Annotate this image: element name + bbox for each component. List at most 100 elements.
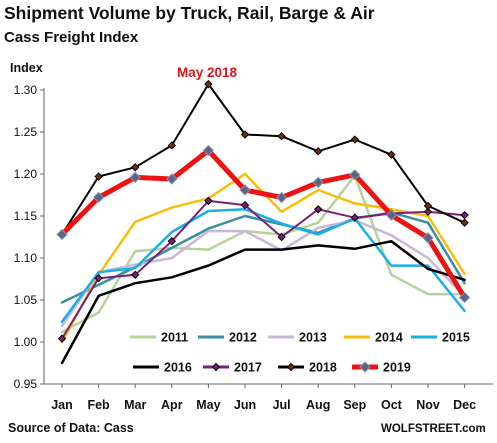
line-2012: [60, 211, 466, 304]
series-2018: [57, 79, 469, 239]
chart-subtitle: Cass Freight Index: [4, 29, 139, 46]
marker-2018: [240, 130, 250, 139]
y-tick-label: 1.25: [14, 125, 38, 139]
x-tick-label: Jan: [51, 398, 73, 412]
y-tick-label: 1.05: [14, 293, 38, 307]
x-tick-label: Sep: [343, 398, 366, 412]
marker-2018: [130, 163, 140, 172]
marker-2019: [239, 184, 251, 196]
marker-2017: [204, 196, 213, 206]
brand-watermark: WOLFSTREET.com: [381, 423, 486, 435]
y-tick-label: 0.95: [14, 377, 38, 391]
series-2014: [60, 172, 466, 344]
marker-2017: [130, 270, 140, 280]
x-tick-label: Mar: [124, 398, 146, 412]
marker-2018: [286, 362, 296, 372]
marker-2018: [204, 79, 213, 89]
line-2019: [59, 148, 468, 300]
marker-2019: [385, 209, 398, 221]
x-tick-label: Jun: [234, 398, 256, 412]
legend-item-2015: 2015: [411, 331, 470, 345]
series-2011: [60, 174, 466, 334]
marker-2017: [350, 213, 360, 222]
legend-label-2017: 2017: [234, 361, 262, 375]
line-2014: [60, 172, 466, 344]
x-tick-label: Feb: [87, 398, 110, 412]
chart-legend: 2011 2012 2013 2014 2015 2016 2017 2018 2019: [130, 331, 470, 375]
chart-title: Shipment Volume by Truck, Rail, Barge & …: [4, 3, 375, 23]
marker-2018: [460, 218, 469, 227]
series-2015: [60, 208, 466, 324]
legend-item-2012: 2012: [198, 331, 257, 345]
series-2012: [60, 211, 466, 304]
legend-label-2014: 2014: [375, 331, 403, 345]
line-2018: [61, 83, 466, 236]
marker-2017: [94, 273, 103, 283]
y-tick-label: 1.20: [14, 167, 38, 181]
marker-2019: [166, 173, 178, 185]
legend-item-2013: 2013: [268, 331, 327, 345]
marker-2017: [460, 210, 469, 220]
legend-item-2014: 2014: [344, 331, 403, 345]
legend-item-2011: 2011: [130, 331, 188, 345]
legend-item-2017: 2017: [203, 361, 262, 375]
marker-2019: [359, 361, 371, 373]
marker-2018: [167, 141, 177, 150]
series-2016: [60, 239, 466, 365]
marker-2019: [422, 232, 434, 244]
y-tick-label: 1.00: [14, 335, 38, 349]
legend-label-2019: 2019: [383, 361, 411, 375]
x-tick-label: May: [196, 398, 220, 412]
line-2017: [61, 199, 466, 340]
marker-2017: [240, 200, 250, 210]
x-tick-label: Nov: [416, 398, 440, 412]
legend-label-2012: 2012: [229, 331, 257, 345]
marker-2017: [57, 334, 67, 343]
marker-2019: [312, 176, 324, 189]
marker-2017: [313, 205, 323, 214]
legend-label-2013: 2013: [299, 331, 327, 345]
series-2013: [60, 218, 466, 328]
peak-annotation: May 2018: [177, 65, 238, 80]
legend-label-2016: 2016: [164, 361, 192, 375]
marker-2017: [211, 362, 221, 372]
chart-axes: 0.95 1.00 1.05 1.10 1.15 1.20 1.25 1.30 Jan Feb Ma…: [14, 83, 493, 412]
chart-series: [56, 79, 471, 365]
marker-2018: [350, 135, 360, 144]
line-2013: [60, 218, 466, 328]
marker-2018: [277, 131, 286, 141]
series-2019: [56, 144, 471, 304]
marker-2019: [202, 144, 215, 157]
marker-2019: [56, 228, 68, 241]
x-tick-label: Apr: [161, 398, 183, 412]
y-axis-label: Index: [10, 61, 43, 75]
legend-item-2016: 2016: [133, 361, 192, 375]
source-note: Source of Data: Cass: [8, 421, 134, 435]
line-2011: [60, 174, 466, 334]
series-2017: [57, 196, 469, 343]
legend-label-2018: 2018: [309, 361, 337, 375]
x-tick-label: Aug: [306, 398, 330, 412]
legend-label-2015: 2015: [442, 331, 470, 345]
marker-2019: [458, 291, 471, 304]
marker-2018: [423, 201, 433, 211]
y-tick-label: 1.15: [14, 209, 38, 223]
marker-2017: [167, 236, 177, 246]
x-tick-label: Oct: [381, 398, 403, 412]
marker-2019: [92, 191, 105, 204]
legend-item-2019: 2019: [352, 361, 411, 375]
y-tick-label: 1.10: [14, 251, 38, 265]
marker-2017: [277, 232, 286, 242]
marker-2018: [387, 150, 396, 159]
marker-2017: [423, 207, 433, 217]
marker-2018: [313, 147, 323, 156]
x-tick-label: Dec: [453, 398, 476, 412]
marker-2019: [349, 169, 361, 181]
marker-2018: [94, 172, 103, 181]
marker-2019: [275, 191, 288, 204]
line-2015: [60, 208, 466, 324]
marker-2019: [129, 171, 141, 184]
legend-item-2018: 2018: [278, 361, 337, 375]
line-2016: [60, 239, 466, 365]
